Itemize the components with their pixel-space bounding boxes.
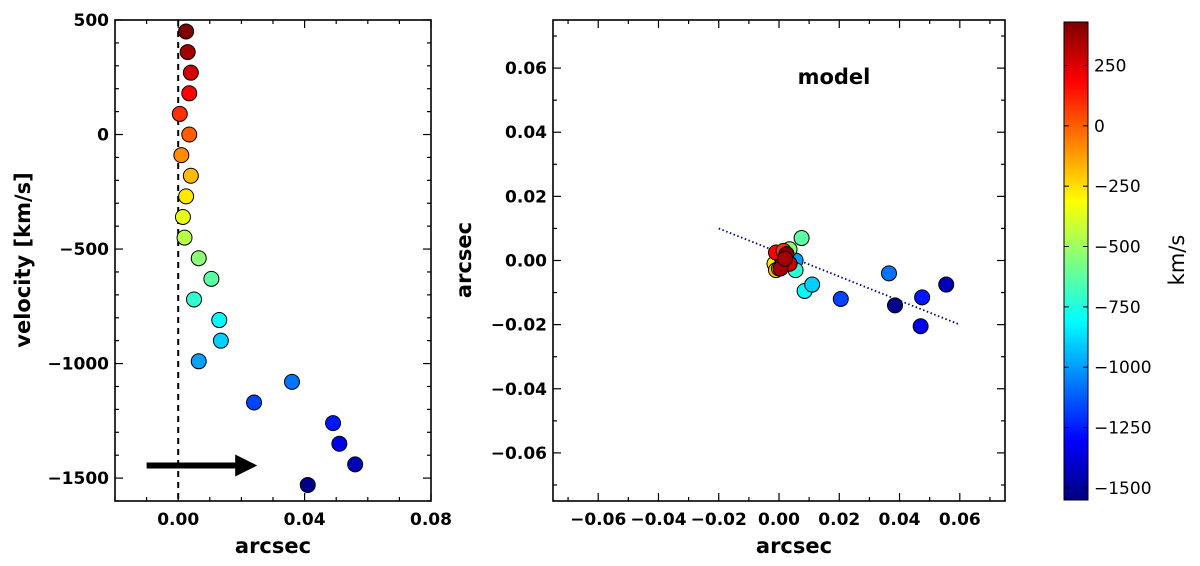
right-y-tick-label: −0.06 <box>491 444 547 464</box>
right-point-10 <box>912 318 929 335</box>
left-x-tick-label: 0.04 <box>284 510 326 530</box>
colorbar-tick-label: 0 <box>1094 117 1105 137</box>
right-y-axis-label: arcsec <box>452 222 476 298</box>
right-y-tick-label: 0.04 <box>505 123 547 143</box>
left-point-2 <box>182 64 199 81</box>
right-point-7 <box>880 265 897 282</box>
left-point-12 <box>203 270 220 287</box>
left-y-tick-label: 0 <box>97 126 109 146</box>
colorbar-tick-label: −1500 <box>1094 479 1152 499</box>
left-point-21 <box>347 456 364 473</box>
right-x-tick-label: −0.06 <box>570 510 626 530</box>
left-point-22 <box>299 476 316 493</box>
colorbar-tick-label: −750 <box>1094 298 1141 318</box>
right-x-axis-label: arcsec <box>756 534 832 558</box>
right-point-6 <box>832 290 849 307</box>
left-point-11 <box>190 250 207 267</box>
left-plot-frame <box>114 19 432 502</box>
left-point-18 <box>246 394 263 411</box>
left-panel: 0.00 0.04 0.08 500 0 −500 −1000 −1500 arcsec ve… <box>11 11 452 558</box>
colorbar-tick-label: −500 <box>1094 238 1141 258</box>
left-ticks: 0.00 0.04 0.08 500 0 −500 −1000 −1500 <box>47 11 452 530</box>
right-y-tick-label: 0.06 <box>505 59 547 79</box>
left-point-0 <box>178 23 195 40</box>
right-x-tick-label: 0.00 <box>758 510 800 530</box>
right-y-tick-label: 0.02 <box>505 187 547 207</box>
right-y-tick-label: 0.00 <box>505 252 547 272</box>
left-y-tick-label: −1500 <box>47 469 109 489</box>
left-point-10 <box>176 229 193 246</box>
colorbar-tick-label: 250 <box>1094 56 1126 76</box>
right-x-tick-label: −0.02 <box>691 510 747 530</box>
left-point-16 <box>190 353 207 370</box>
left-point-4 <box>171 105 188 122</box>
left-point-8 <box>178 188 195 205</box>
left-x-tick-label: 0.08 <box>410 510 452 530</box>
colorbar-tick-label: −1000 <box>1094 358 1152 378</box>
right-y-tick-label: −0.02 <box>491 316 547 336</box>
left-point-17 <box>283 373 300 390</box>
left-point-15 <box>212 332 229 349</box>
left-point-13 <box>186 291 202 308</box>
right-point-1 <box>793 230 810 247</box>
left-point-7 <box>182 167 199 184</box>
right-points <box>718 227 961 335</box>
left-y-axis-label: velocity [km/s] <box>11 172 35 347</box>
right-panel: −0.06 −0.04 −0.02 0.00 0.02 0.04 0.060.060.040… <box>452 19 1006 558</box>
colorbar-tick-label: −250 <box>1094 177 1141 197</box>
model-fit-line <box>718 227 961 326</box>
left-point-1 <box>179 44 196 61</box>
colorbar-gradient <box>1063 21 1089 501</box>
left-point-14 <box>211 312 228 329</box>
colorbar-label: km/s <box>1165 235 1189 286</box>
left-point-20 <box>331 435 348 452</box>
left-points <box>146 20 364 501</box>
model-annotation: model <box>798 65 871 89</box>
left-y-tick-label: −1000 <box>47 355 109 375</box>
left-y-tick-label: −500 <box>59 240 109 260</box>
direction-arrow-head <box>235 454 258 477</box>
right-x-tick-label: 0.06 <box>939 510 981 530</box>
left-point-6 <box>173 147 190 164</box>
right-point-11 <box>938 276 955 293</box>
right-ticks: −0.06 −0.04 −0.02 0.00 0.02 0.04 0.060.060.040… <box>491 20 1005 530</box>
right-x-tick-label: −0.04 <box>630 510 686 530</box>
right-point-9 <box>914 289 931 306</box>
left-y-tick-label: 500 <box>74 11 110 31</box>
right-point-8 <box>887 297 904 314</box>
left-x-axis-label: arcsec <box>235 534 311 558</box>
left-point-5 <box>181 126 198 143</box>
right-point-23 <box>777 250 794 267</box>
colorbar: 250 0 −250 −500 −750 −1000 −1250 −1500 km/s <box>1063 21 1189 501</box>
colorbar-tick-label: −1250 <box>1094 419 1152 439</box>
right-y-tick-label: −0.04 <box>491 380 547 400</box>
right-x-tick-label: 0.02 <box>818 510 860 530</box>
colorbar-ticks: 250 0 −250 −500 −750 −1000 −1250 −1500 <box>1064 56 1152 499</box>
right-point-5 <box>804 276 821 293</box>
left-point-19 <box>325 415 342 432</box>
right-x-tick-label: 0.04 <box>879 510 921 530</box>
left-point-3 <box>181 85 198 102</box>
left-x-tick-label: 0.00 <box>157 510 199 530</box>
left-point-9 <box>174 208 191 225</box>
